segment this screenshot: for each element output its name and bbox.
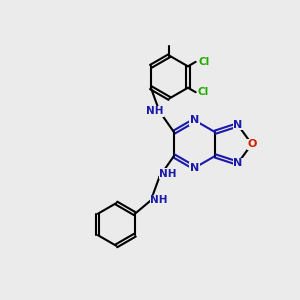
Text: N: N <box>190 163 199 173</box>
Text: NH: NH <box>159 169 177 179</box>
Text: N: N <box>190 115 199 125</box>
Text: Cl: Cl <box>197 87 209 97</box>
Text: O: O <box>247 139 256 149</box>
Text: N: N <box>233 158 242 168</box>
Text: NH: NH <box>146 106 164 116</box>
Text: Cl: Cl <box>198 57 210 67</box>
Text: NH: NH <box>150 195 168 206</box>
Text: N: N <box>233 120 242 130</box>
